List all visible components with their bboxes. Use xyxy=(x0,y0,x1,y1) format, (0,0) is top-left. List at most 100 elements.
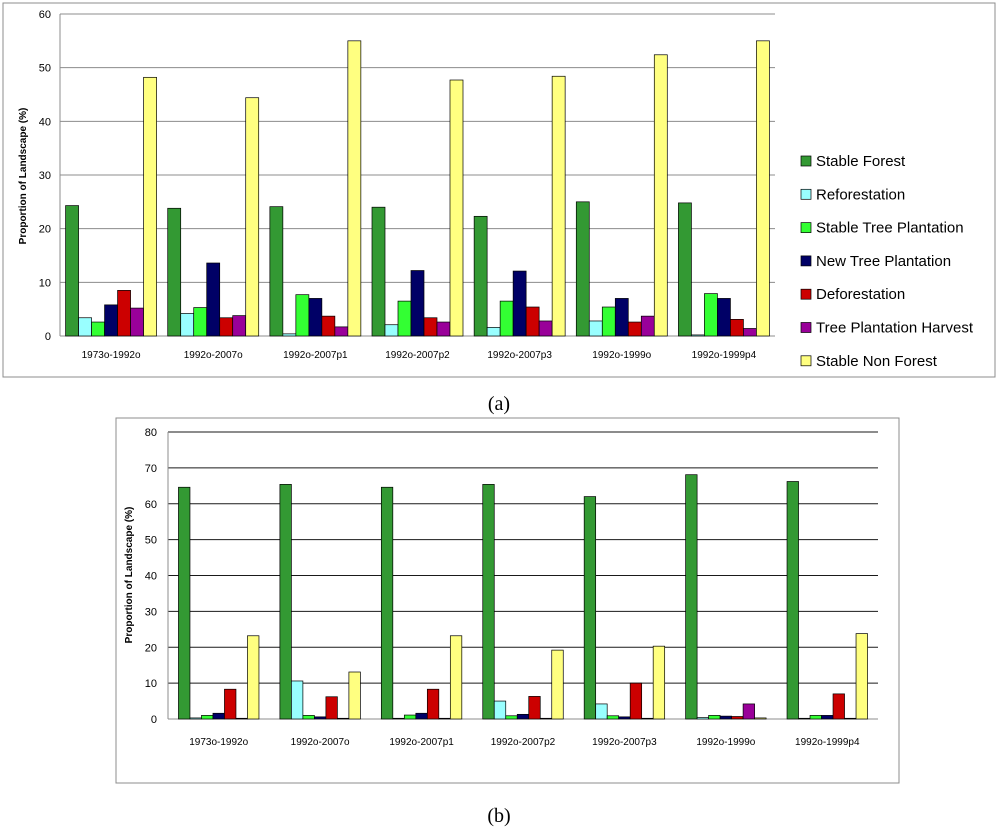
y-tick-label: 10 xyxy=(145,678,157,690)
bar-stable-tree-plantation-1992o-1999p4 xyxy=(809,715,822,720)
category-label: 1973o-1992o xyxy=(189,737,248,748)
bar-new-tree-plantation-1992o-1999o xyxy=(719,715,732,720)
bar-stable-forest-1973o-1992o xyxy=(178,486,191,720)
bar-deforestation-1992o-2007o xyxy=(219,317,234,337)
bar-deforestation-1992o-2007o xyxy=(325,696,338,720)
bar-deforestation-1992o-2007p2 xyxy=(528,696,541,720)
bar-stable-non-forest-1992o-2007o xyxy=(245,97,260,337)
bar-deforestation-1992o-1999p4 xyxy=(730,319,744,337)
bar-stable-forest-1992o-2007p2 xyxy=(371,206,386,337)
legend-entry-new-tree-plantation: New Tree Plantation xyxy=(816,253,951,270)
y-tick-label: 20 xyxy=(145,642,157,654)
bar-new-tree-plantation-1992o-2007p1 xyxy=(308,298,323,337)
bar-stable-forest-1992o-1999p4 xyxy=(786,481,799,720)
y-tick-label: 0 xyxy=(151,714,157,726)
bar-stable-tree-plantation-1992o-2007o xyxy=(193,307,208,337)
category-label: 1992o-2007p2 xyxy=(491,737,556,748)
bar-new-tree-plantation-1992o-1999o xyxy=(614,298,629,337)
bar-reforestation-1992o-2007p1 xyxy=(282,333,297,337)
bar-stable-non-forest-1992o-1999o xyxy=(653,54,668,337)
bar-stable-forest-1992o-2007p1 xyxy=(269,206,284,337)
chart-b-y-tick-labels: 0 10 20 30 40 50 60 70 80 xyxy=(145,427,157,726)
category-label: 1992o-2007p3 xyxy=(487,350,552,361)
y-tick-label: 50 xyxy=(145,535,157,547)
bar-stable-forest-1992o-2007o xyxy=(279,484,292,720)
bar-deforestation-1992o-2007p3 xyxy=(629,682,643,720)
category-label: 1992o-2007p2 xyxy=(385,350,450,361)
bar-new-tree-plantation-1992o-1999p4 xyxy=(821,715,834,720)
bar-reforestation-1992o-1999p4 xyxy=(798,717,811,720)
bar-stable-tree-plantation-1992o-2007p2 xyxy=(505,715,518,720)
bar-reforestation-1992o-2007p3 xyxy=(595,703,608,720)
legend-entry-stable-tree-plantation: Stable Tree Plantation xyxy=(816,220,964,237)
category-label: 1992o-1999p4 xyxy=(692,350,757,361)
bar-stable-non-forest-1992o-1999p4 xyxy=(855,633,868,720)
bar-stable-tree-plantation-1992o-1999o xyxy=(708,715,721,720)
bar-stable-tree-plantation-1992o-1999p4 xyxy=(704,293,718,337)
category-label: 1973o-1992o xyxy=(82,350,141,361)
y-tick-label: 30 xyxy=(145,606,157,618)
y-tick-label: 10 xyxy=(39,277,51,289)
y-tick-label: 0 xyxy=(45,331,51,343)
bar-deforestation-1992o-2007p1 xyxy=(426,688,440,720)
bar-new-tree-plantation-1992o-2007p1 xyxy=(415,712,428,720)
y-tick-label: 60 xyxy=(145,499,157,511)
category-label: 1992o-2007o xyxy=(184,350,243,361)
bar-tree-plantation-harvest-1973o-1992o xyxy=(235,717,248,720)
bar-stable-tree-plantation-1992o-2007p1 xyxy=(295,294,310,337)
y-tick-label: 80 xyxy=(145,427,157,439)
bar-reforestation-1992o-2007o xyxy=(291,680,304,720)
bar-deforestation-1992o-2007p1 xyxy=(321,315,336,337)
bar-tree-plantation-harvest-1973o-1992o xyxy=(130,307,144,337)
bar-reforestation-1992o-1999o xyxy=(588,320,603,337)
bar-deforestation-1973o-1992o xyxy=(117,290,131,337)
bar-reforestation-1992o-2007p1 xyxy=(392,717,405,720)
bar-stable-non-forest-1992o-2007p1 xyxy=(347,40,362,337)
bar-reforestation-1992o-2007p2 xyxy=(493,700,507,720)
bar-stable-non-forest-1992o-2007o xyxy=(348,671,361,720)
y-tick-label: 40 xyxy=(39,116,51,128)
bar-tree-plantation-harvest-1992o-2007p2 xyxy=(436,321,451,337)
bar-tree-plantation-harvest-1992o-2007p3 xyxy=(538,320,553,337)
y-tick-label: 20 xyxy=(39,224,51,236)
bar-tree-plantation-harvest-1992o-1999o xyxy=(742,703,755,720)
bar-stable-non-forest-1992o-2007p1 xyxy=(449,635,463,720)
bar-reforestation-1992o-2007p3 xyxy=(486,327,501,337)
bar-stable-forest-1992o-2007p3 xyxy=(473,215,488,337)
bar-deforestation-1992o-2007p2 xyxy=(423,317,438,337)
category-label: 1992o-1999p4 xyxy=(795,737,860,748)
bar-stable-tree-plantation-1973o-1992o xyxy=(201,715,214,720)
legend-swatch-stable-tree-plantation xyxy=(800,222,812,233)
bar-stable-tree-plantation-1992o-2007p2 xyxy=(397,300,412,337)
legend-swatch-new-tree-plantation xyxy=(800,255,812,267)
bar-tree-plantation-harvest-1992o-1999o xyxy=(640,315,655,337)
bar-stable-tree-plantation-1973o-1992o xyxy=(91,321,105,337)
bar-tree-plantation-harvest-1992o-2007o xyxy=(337,717,350,720)
category-label: 1992o-1999o xyxy=(696,737,755,748)
bar-reforestation-1992o-1999o xyxy=(696,717,709,720)
chart-a: 0 10 20 30 40 50 60 1973o-1992o 1992o-2007o 1992… xyxy=(2,2,996,378)
bar-stable-non-forest-1973o-1992o xyxy=(143,76,157,337)
bar-stable-non-forest-1992o-1999o xyxy=(754,717,767,720)
bar-reforestation-1992o-2007o xyxy=(180,313,195,337)
panel-label-b: (b) xyxy=(487,805,510,827)
bar-stable-tree-plantation-1992o-2007p1 xyxy=(403,714,417,720)
bar-stable-forest-1973o-1992o xyxy=(65,205,79,337)
bar-new-tree-plantation-1973o-1992o xyxy=(212,712,225,720)
legend-swatch-reforestation xyxy=(800,188,812,200)
bar-stable-non-forest-1973o-1992o xyxy=(247,635,260,720)
chart-b-y-axis-label: Proportion of Landscape (%) xyxy=(124,507,135,644)
y-tick-label: 50 xyxy=(39,63,51,75)
legend-entry-reforestation: Reforestation xyxy=(816,186,905,203)
bar-stable-non-forest-1992o-2007p3 xyxy=(652,645,666,720)
bar-deforestation-1992o-2007p3 xyxy=(525,306,540,337)
category-label: 1992o-2007p1 xyxy=(389,737,454,748)
bar-stable-tree-plantation-1992o-2007p3 xyxy=(606,715,620,720)
legend-swatch-deforestation xyxy=(800,288,812,300)
bar-deforestation-1992o-1999o xyxy=(627,321,642,337)
legend-entry-stable-non-forest: Stable Non Forest xyxy=(816,353,938,370)
y-tick-label: 40 xyxy=(145,571,157,583)
chart-b-bars xyxy=(178,474,868,720)
category-label: 1992o-1999o xyxy=(592,350,651,361)
